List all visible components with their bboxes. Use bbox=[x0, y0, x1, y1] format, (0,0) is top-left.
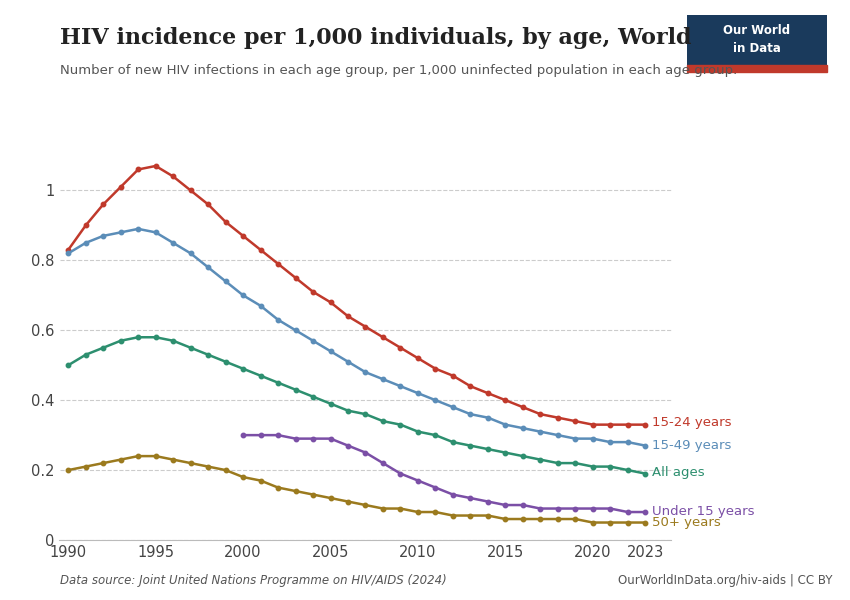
Text: Number of new HIV infections in each age group, per 1,000 uninfected population : Number of new HIV infections in each age… bbox=[60, 64, 737, 77]
Bar bbox=[687, 65, 827, 72]
Text: in Data: in Data bbox=[733, 41, 781, 55]
Text: 15-24 years: 15-24 years bbox=[652, 416, 732, 430]
Text: OurWorldInData.org/hiv-aids | CC BY: OurWorldInData.org/hiv-aids | CC BY bbox=[619, 574, 833, 587]
Text: HIV incidence per 1,000 individuals, by age, World: HIV incidence per 1,000 individuals, by … bbox=[60, 27, 691, 49]
Text: 50+ years: 50+ years bbox=[652, 516, 721, 529]
Text: 15-49 years: 15-49 years bbox=[652, 439, 732, 452]
Text: Under 15 years: Under 15 years bbox=[652, 505, 755, 518]
Text: Data source: Joint United Nations Programme on HIV/AIDS (2024): Data source: Joint United Nations Progra… bbox=[60, 574, 446, 587]
Text: All ages: All ages bbox=[652, 466, 705, 479]
Text: Our World: Our World bbox=[723, 25, 791, 37]
